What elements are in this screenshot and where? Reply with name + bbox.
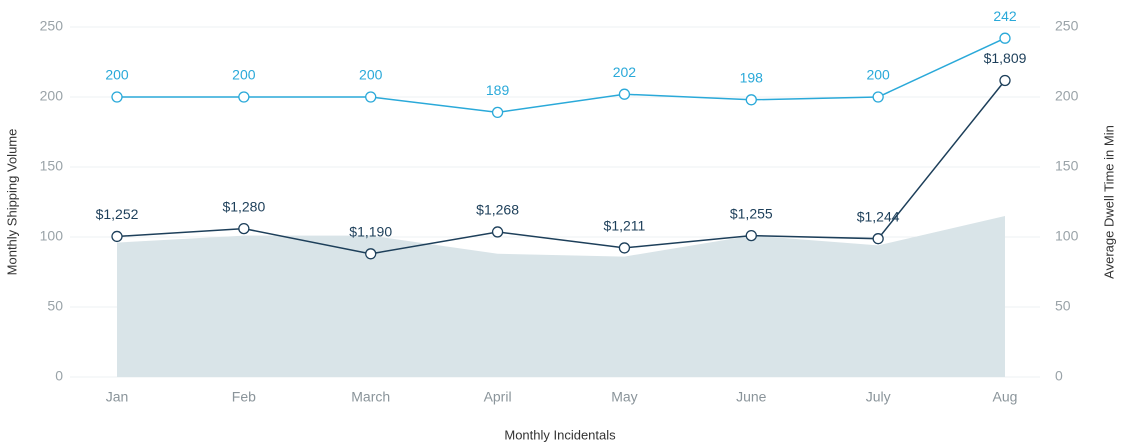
line	[117, 37, 1006, 114]
point	[491, 226, 504, 238]
point	[111, 230, 123, 243]
point	[745, 229, 757, 242]
point	[238, 222, 250, 235]
line	[116, 80, 1006, 255]
y-tick-label: 50	[47, 298, 63, 314]
data-label: 200	[105, 67, 129, 83]
data-label: $1,255	[730, 205, 773, 221]
x-tick-label: July	[866, 389, 891, 405]
y2-axis-title: Average Dwell Time in Min	[1101, 125, 1116, 279]
y-tick-label: 200	[40, 88, 64, 104]
data-label: $1,280	[222, 198, 265, 214]
point	[872, 233, 884, 245]
point	[238, 91, 250, 103]
point	[618, 242, 631, 254]
data-label: 200	[232, 67, 256, 83]
point	[365, 91, 377, 103]
point	[365, 248, 377, 260]
point	[491, 106, 504, 119]
data-label: 189	[486, 82, 510, 98]
y-tick-label: 0	[55, 368, 63, 384]
y-tick-label: 100	[40, 228, 64, 244]
data-label: 202	[613, 64, 637, 80]
x-tick-label: April	[484, 389, 512, 405]
x-tick-label: June	[736, 389, 767, 405]
point	[111, 91, 123, 103]
data-label: $1,252	[96, 206, 139, 222]
data-label: $1,809	[984, 50, 1027, 66]
data-label: 200	[866, 67, 890, 83]
x-tick-label: March	[351, 389, 390, 405]
data-label: 242	[993, 8, 1017, 24]
y2-tick-label: 0	[1055, 368, 1063, 384]
point	[618, 88, 631, 100]
data-label: $1,190	[349, 224, 392, 240]
y-tick-label: 150	[40, 158, 64, 174]
point	[745, 94, 757, 106]
point	[999, 74, 1011, 87]
data-label: $1,268	[476, 202, 519, 218]
y2-tick-label: 250	[1055, 18, 1079, 34]
point	[872, 91, 884, 103]
area	[117, 216, 1005, 377]
data-label: $1,244	[857, 208, 900, 224]
x-tick-label: Aug	[993, 389, 1018, 405]
data-label: 200	[359, 67, 383, 83]
x-axis-title: Monthly Incidentals	[504, 427, 616, 442]
x-tick-label: May	[611, 389, 637, 405]
y2-tick-label: 100	[1055, 228, 1079, 244]
y2-tick-label: 50	[1055, 298, 1071, 314]
point	[999, 32, 1011, 44]
y2-tick-label: 150	[1055, 158, 1079, 174]
data-label: 198	[740, 70, 764, 86]
x-tick-label: Feb	[232, 389, 256, 405]
x-tick-label: Jan	[106, 389, 129, 405]
y-axis-title: Monthly Shipping Volume	[4, 129, 19, 276]
y-tick-label: 250	[40, 18, 64, 34]
data-label: $1,211	[604, 218, 646, 234]
y2-tick-label: 200	[1055, 88, 1079, 104]
